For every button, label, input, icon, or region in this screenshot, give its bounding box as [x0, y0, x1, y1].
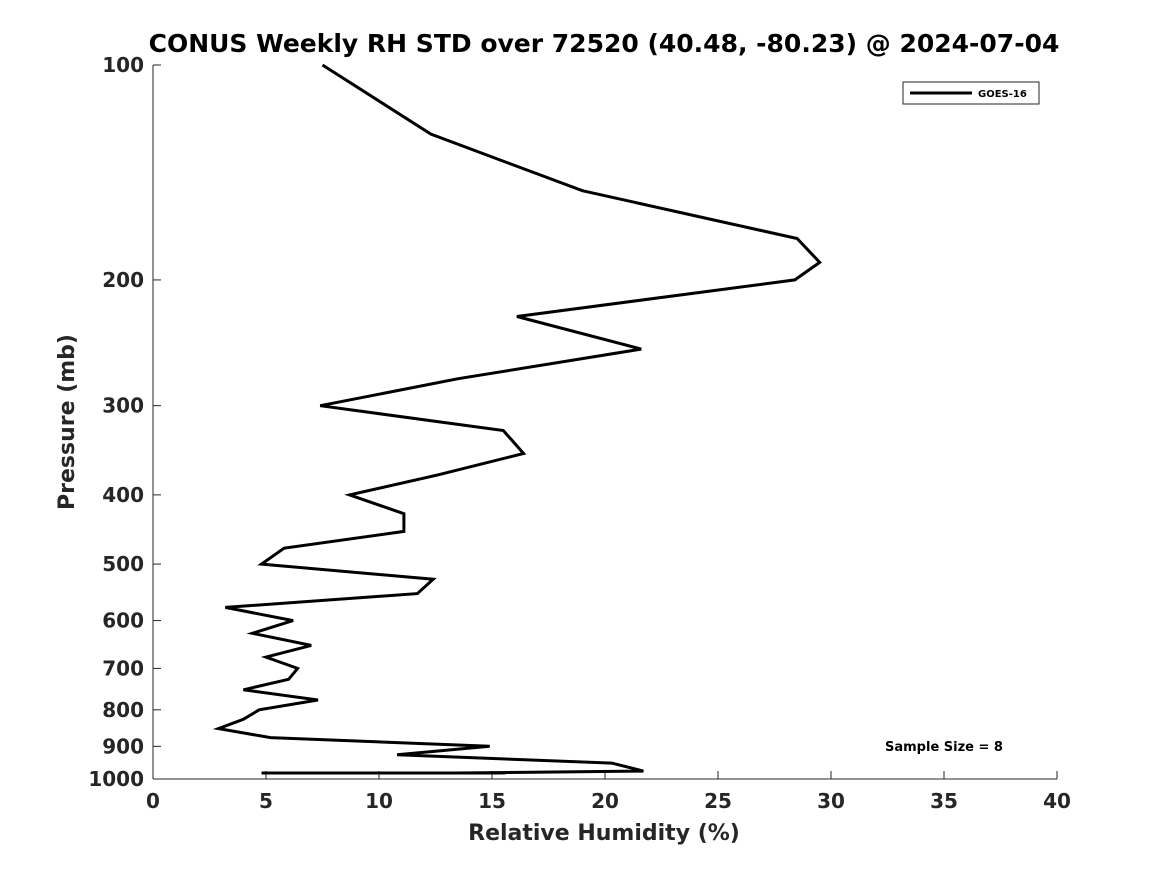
series-lines [212, 63, 822, 775]
y-tick-label: 1000 [88, 767, 144, 791]
x-tick-label: 35 [930, 789, 958, 813]
x-tick-label: 40 [1043, 789, 1071, 813]
x-tick-label: 20 [591, 789, 619, 813]
y-axis-ticks: 100 200 300 400 500 600 700 800 900 1000 [88, 53, 161, 791]
y-tick-label: 500 [102, 552, 144, 576]
legend-label-goes-16: GOES-16 [978, 89, 1027, 100]
chart-title: CONUS Weekly RH STD over 72520 (40.48, -… [149, 29, 1060, 58]
y-tick-label: 800 [102, 698, 144, 722]
x-tick-label: 25 [704, 789, 732, 813]
y-tick-label: 600 [102, 609, 144, 633]
y-tick-label: 100 [102, 53, 144, 77]
x-tick-label: 0 [146, 789, 160, 813]
x-tick-label: 15 [478, 789, 506, 813]
x-tick-label: 5 [259, 789, 273, 813]
plot-area [153, 65, 1057, 779]
y-axis-label: Pressure (mb) [55, 334, 80, 510]
x-tick-label: 30 [817, 789, 845, 813]
sample-size-annotation: Sample Size = 8 [885, 740, 1003, 755]
x-axis-label: Relative Humidity (%) [468, 821, 740, 846]
y-tick-label: 400 [102, 483, 144, 507]
x-tick-label: 10 [365, 789, 393, 813]
x-axis-ticks: 0 5 10 15 20 25 30 35 40 [146, 771, 1071, 813]
y-tick-label: 900 [102, 734, 144, 758]
series-line-goes-16 [212, 63, 822, 775]
y-tick-label: 300 [102, 394, 144, 418]
legend: GOES-16 [902, 81, 1040, 105]
y-tick-label: 700 [102, 656, 144, 680]
y-tick-label: 200 [102, 268, 144, 292]
